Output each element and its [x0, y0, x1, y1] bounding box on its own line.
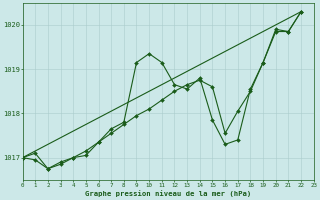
- X-axis label: Graphe pression niveau de la mer (hPa): Graphe pression niveau de la mer (hPa): [85, 190, 251, 197]
